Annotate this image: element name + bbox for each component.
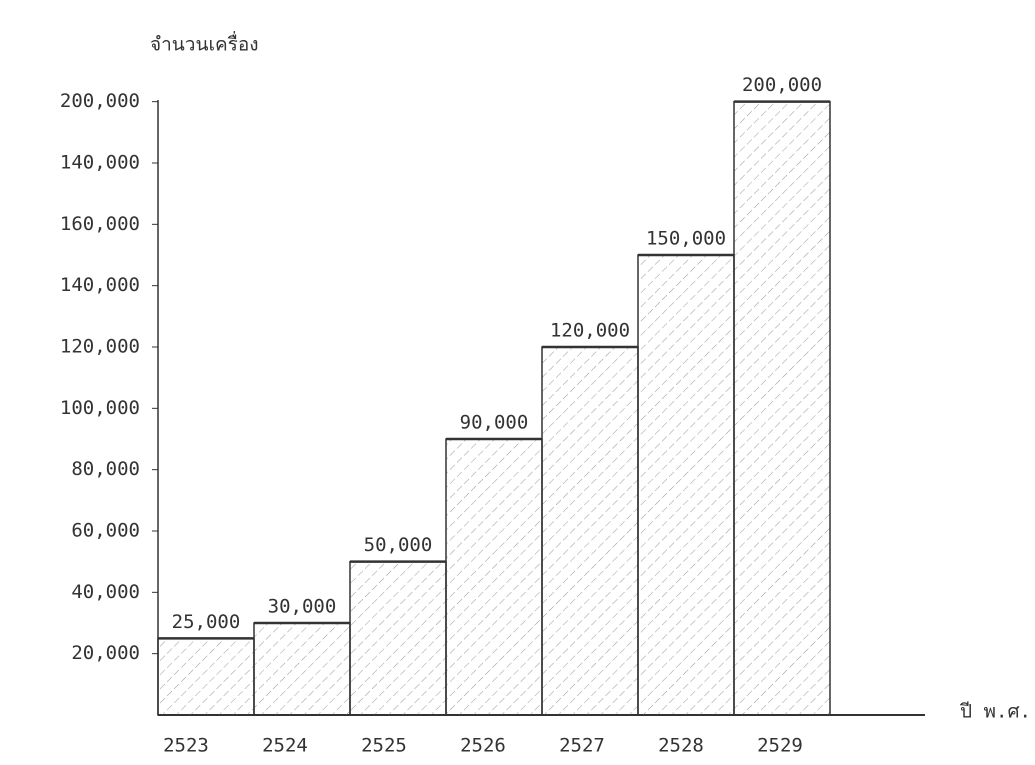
y-tick-label: 200,000 (60, 90, 140, 112)
y-tick-label: 120,000 (60, 336, 140, 358)
data-label: 120,000 (550, 320, 630, 342)
data-label: 30,000 (268, 596, 337, 618)
x-tick-label: 2527 (559, 735, 605, 757)
bar (541, 346, 639, 716)
x-tick-label: 2526 (460, 735, 506, 757)
data-label: 200,000 (742, 74, 822, 96)
bar (733, 100, 831, 716)
data-label: 90,000 (460, 412, 529, 434)
y-tick-label: 40,000 (71, 581, 140, 603)
x-tick-label: 2523 (163, 735, 209, 757)
x-axis-label: ปี พ.ศ. (959, 701, 1031, 723)
y-tick-label: 160,000 (60, 213, 140, 235)
bar (349, 560, 447, 716)
y-tick-label: 140,000 (60, 152, 140, 174)
x-tick-label: 2528 (658, 735, 704, 757)
bar (253, 622, 351, 716)
bar (445, 438, 543, 716)
x-tick-label: 2529 (757, 735, 803, 757)
y-tick-label: 20,000 (71, 642, 140, 664)
y-axis-label: จำนวนเครื่อง (150, 31, 259, 56)
y-tick-label: 140,000 (60, 274, 140, 296)
data-label: 50,000 (364, 534, 433, 556)
x-tick-label: 2525 (361, 735, 407, 757)
y-tick-label: 60,000 (71, 520, 140, 542)
bar (157, 637, 255, 716)
bar (637, 254, 735, 716)
y-tick-label: 80,000 (71, 458, 140, 480)
y-tick-label: 100,000 (60, 397, 140, 419)
data-label: 150,000 (646, 228, 726, 250)
data-label: 25,000 (172, 611, 241, 633)
x-tick-label: 2524 (262, 735, 308, 757)
